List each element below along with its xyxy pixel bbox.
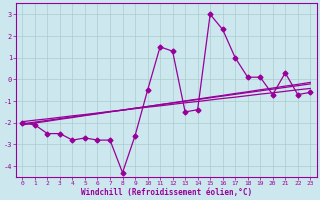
X-axis label: Windchill (Refroidissement éolien,°C): Windchill (Refroidissement éolien,°C): [81, 188, 252, 197]
